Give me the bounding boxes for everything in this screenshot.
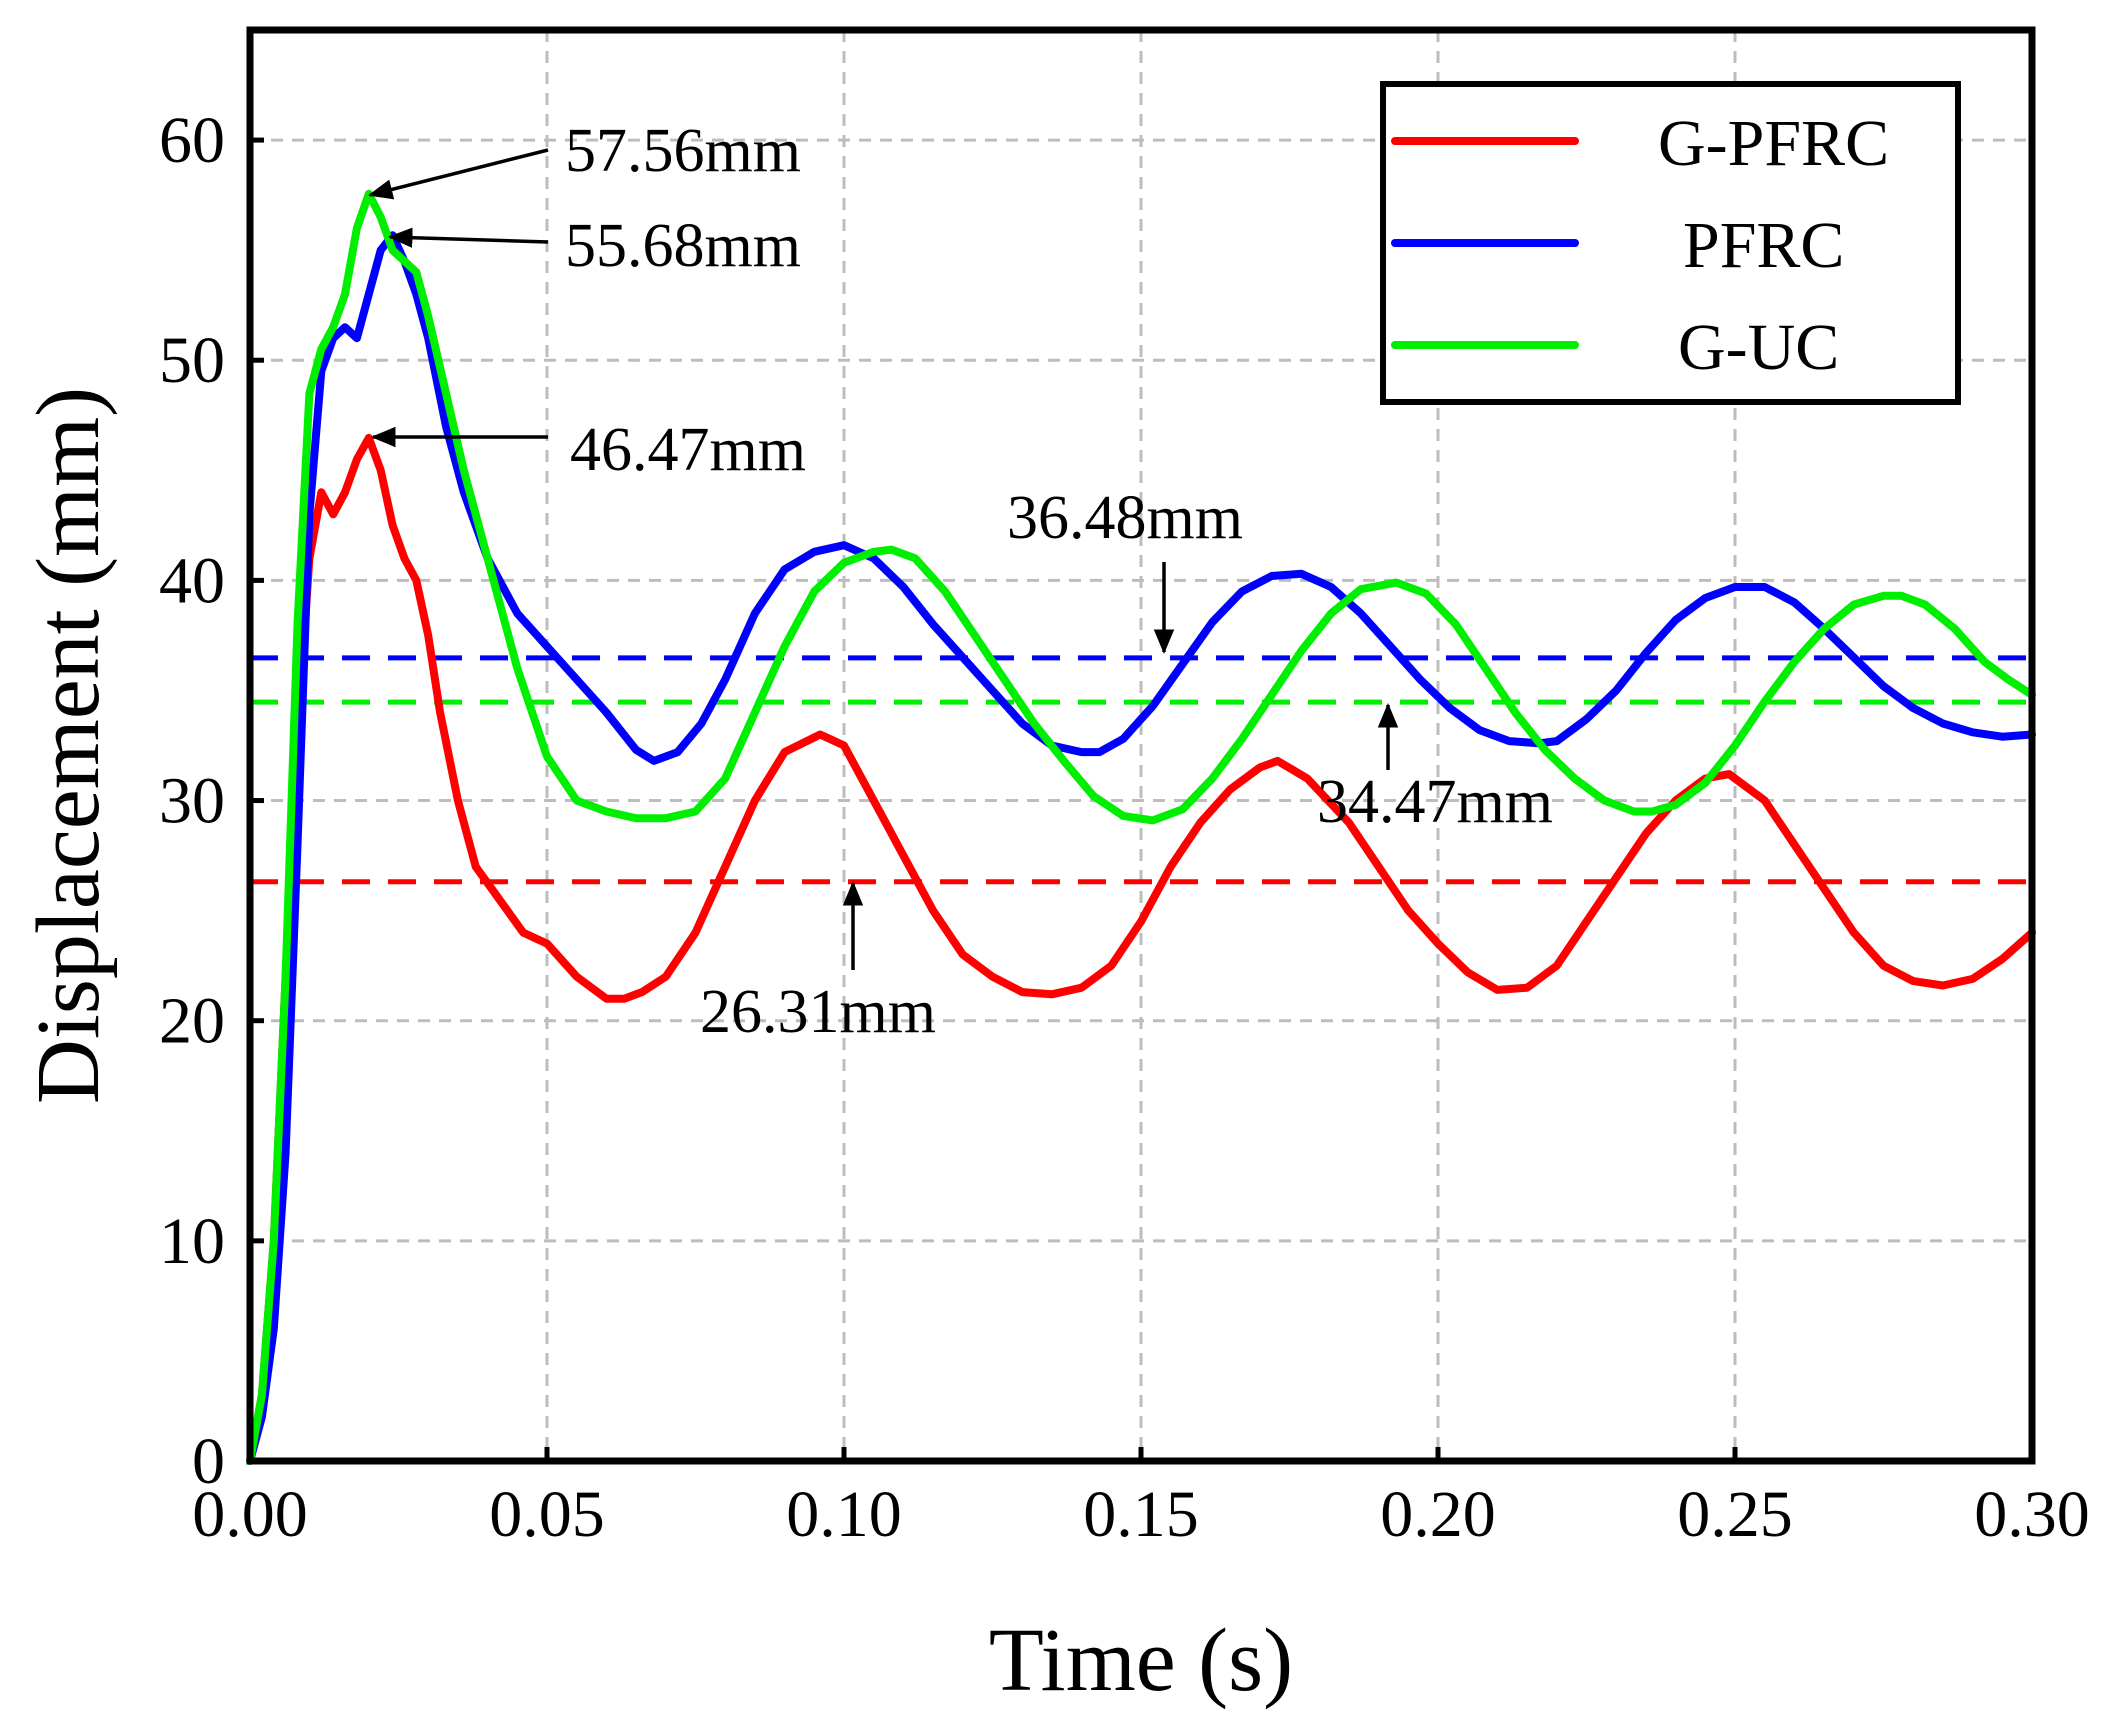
annotation-55-68: 55.68mm xyxy=(565,212,801,280)
y-tick-label: 0 xyxy=(192,1425,225,1498)
annotation-arrow-55-68 xyxy=(387,227,549,248)
y-tick-label: 10 xyxy=(159,1205,225,1278)
series-line-g-uc xyxy=(246,189,2036,1465)
y-tick-label: 50 xyxy=(159,324,225,397)
annotations: 57.56mm 55.68mm 46.47mm 36.48mm 34.47mm … xyxy=(368,117,1553,1046)
annotation-46-47: 46.47mm xyxy=(570,416,806,484)
y-tick-label: 40 xyxy=(159,544,225,617)
x-tick-label: 0.05 xyxy=(489,1478,605,1551)
x-tick-label: 0.30 xyxy=(1974,1478,2090,1551)
x-tick-label: 0.15 xyxy=(1083,1478,1199,1551)
legend-label-g-pfrc: G-PFRC xyxy=(1658,107,1889,180)
x-tick-label: 0.00 xyxy=(192,1478,308,1551)
x-tick-label: 0.20 xyxy=(1380,1478,1496,1551)
annotation-arrow-57-56 xyxy=(368,148,549,200)
y-tick-label: 60 xyxy=(159,104,225,177)
annotation-34-47: 34.47mm xyxy=(1317,768,1553,836)
annotation-36-48: 36.48mm xyxy=(1007,484,1243,552)
annotation-57-56: 57.56mm xyxy=(565,117,801,185)
legend-label-g-uc: G-UC xyxy=(1678,311,1839,384)
y-tick-label: 30 xyxy=(159,765,225,838)
y-tick-label: 20 xyxy=(159,985,225,1058)
annotation-26-31: 26.31mm xyxy=(700,978,936,1046)
axis-ticks: 0.00 0.05 0.10 0.15 0.20 0.25 0.30 0 10 20 30 40 50 6… xyxy=(159,104,2090,1551)
y-axis-title: Displacement (mm) xyxy=(19,387,118,1104)
x-tick-label: 0.10 xyxy=(786,1478,902,1551)
x-axis-title: Time (s) xyxy=(989,1611,1293,1710)
mean-lines xyxy=(250,655,2032,885)
x-tick-label: 0.25 xyxy=(1677,1478,1793,1551)
legend-label-pfrc: PFRC xyxy=(1683,209,1844,282)
legend: G-PFRC PFRC G-UC xyxy=(1380,81,1961,405)
